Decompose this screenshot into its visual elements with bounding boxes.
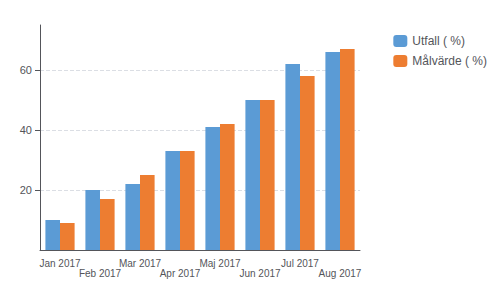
svg-text:60: 60 (20, 64, 32, 76)
svg-text:Jun 2017: Jun 2017 (239, 268, 281, 279)
svg-text:Utfall ( %): Utfall ( %) (412, 34, 465, 48)
svg-text:Jul 2017: Jul 2017 (281, 258, 319, 269)
svg-text:Apr 2017: Apr 2017 (160, 268, 201, 279)
svg-text:Maj 2017: Maj 2017 (199, 258, 241, 269)
svg-text:Mar 2017: Mar 2017 (119, 258, 162, 269)
svg-text:Feb 2017: Feb 2017 (79, 268, 122, 279)
svg-text:Jan 2017: Jan 2017 (39, 258, 81, 269)
svg-text:Målvärde ( %): Målvärde ( %) (412, 54, 487, 68)
svg-text:40: 40 (20, 124, 32, 136)
svg-text:20: 20 (20, 184, 32, 196)
svg-text:Aug 2017: Aug 2017 (319, 268, 362, 279)
